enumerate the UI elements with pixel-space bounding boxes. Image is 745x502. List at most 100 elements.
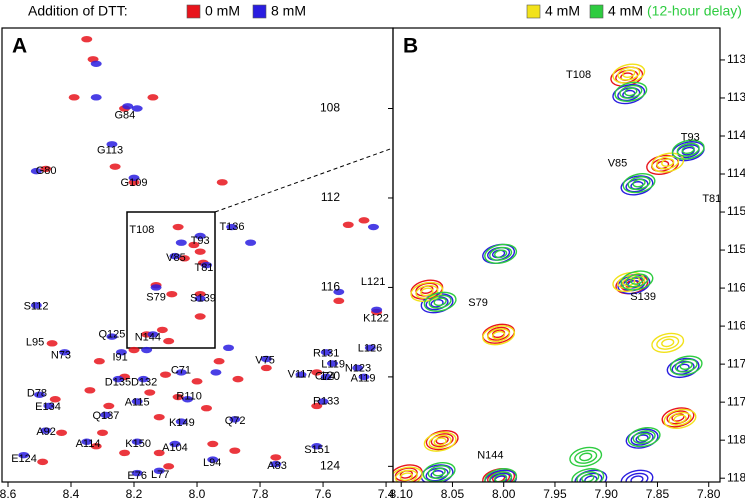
contour-line xyxy=(630,431,654,446)
peak-label: T108 xyxy=(566,69,591,81)
x-tick-label: 8.6 xyxy=(0,487,17,501)
contour-line xyxy=(669,355,703,376)
peak xyxy=(226,223,238,231)
peak-label: E134 xyxy=(35,401,61,413)
peak-label: T136 xyxy=(219,221,244,233)
legend-swatch xyxy=(186,4,201,19)
contour-line xyxy=(661,338,675,348)
peak xyxy=(156,326,168,334)
peak-label: C71 xyxy=(171,365,191,377)
peak xyxy=(207,440,219,448)
plot-area xyxy=(18,35,383,477)
peak xyxy=(137,375,149,383)
y-tick-label: 118.0 xyxy=(727,432,745,446)
peak xyxy=(153,413,165,421)
peak xyxy=(295,371,307,378)
peak xyxy=(109,163,121,170)
contour-line xyxy=(666,410,690,425)
peak xyxy=(364,344,376,352)
peak-label: N123 xyxy=(345,363,371,375)
x-tick-label: 8.00 xyxy=(492,487,516,501)
contour-line xyxy=(625,428,659,449)
peak xyxy=(131,469,143,477)
peak xyxy=(260,364,272,372)
panel-frame xyxy=(1,27,394,483)
peak-contour xyxy=(622,173,656,194)
peak xyxy=(194,248,206,255)
peak xyxy=(59,349,71,356)
contour-line xyxy=(428,294,452,309)
peak-label: N73 xyxy=(51,350,71,362)
contour-line xyxy=(656,155,680,170)
y-tick-label: 108 xyxy=(320,101,340,115)
peak-label: A83 xyxy=(267,460,287,472)
peak-label: A119 xyxy=(351,373,376,385)
y-tick-label: 124 xyxy=(320,459,340,473)
legend-title: Addition of DTT: xyxy=(28,3,128,19)
contour-line xyxy=(627,176,651,191)
contour-line xyxy=(668,411,692,426)
contour-line xyxy=(487,328,511,343)
peak-label: S79 xyxy=(146,291,166,303)
peak-label: S79 xyxy=(468,297,488,309)
peak-contour xyxy=(422,462,456,482)
peak-label: G109 xyxy=(121,177,148,189)
peak-label: L119 xyxy=(321,359,345,371)
peak-label: V85 xyxy=(608,157,628,169)
peak-label: D132 xyxy=(131,377,157,389)
peak xyxy=(270,454,282,461)
contour-line xyxy=(671,413,685,422)
peak-label: A115 xyxy=(125,397,150,409)
y-tick-label: 112 xyxy=(321,190,340,204)
y-tick-label: 116.0 xyxy=(727,280,745,294)
peak xyxy=(194,290,206,298)
peak-contour xyxy=(620,270,654,291)
peak-contour xyxy=(669,355,703,376)
contour-line xyxy=(614,81,648,102)
contour-line xyxy=(482,325,516,346)
contour-line xyxy=(622,69,636,78)
panel-frame xyxy=(392,27,721,483)
peak-label: C74 xyxy=(315,371,335,383)
peak-label: E124 xyxy=(11,453,37,465)
contour-line xyxy=(427,465,451,480)
peak xyxy=(153,467,165,475)
contour-line xyxy=(428,434,452,449)
peak xyxy=(106,141,118,148)
peak-label: R131 xyxy=(313,348,339,360)
peak-contour xyxy=(423,431,457,452)
contour-line xyxy=(574,469,608,482)
legend-swatch xyxy=(589,4,604,19)
contour-line xyxy=(674,358,698,373)
contour-line xyxy=(624,87,638,97)
peak-label: L77 xyxy=(151,469,169,481)
plot-area xyxy=(393,63,705,482)
contour-line xyxy=(661,407,695,428)
peak-label: V75 xyxy=(255,355,275,367)
peak xyxy=(43,402,55,410)
peak-label: R110 xyxy=(176,391,201,403)
contour-line xyxy=(433,437,447,447)
contour-line xyxy=(484,243,518,264)
peak-label: K150 xyxy=(125,438,151,450)
peak-label: V117 xyxy=(288,369,313,381)
contour-line xyxy=(619,84,643,99)
peak xyxy=(172,223,184,231)
contour-line xyxy=(579,472,603,482)
zoom-box xyxy=(126,211,216,349)
peak xyxy=(172,393,184,401)
peak xyxy=(128,179,140,186)
peak xyxy=(358,373,370,381)
y-tick-label: 114.0 xyxy=(727,128,745,142)
x-tick-label: 7.95 xyxy=(543,487,567,501)
contour-line xyxy=(393,464,423,482)
peak xyxy=(128,346,140,354)
peak xyxy=(320,349,332,356)
peak xyxy=(40,165,52,173)
contour-line xyxy=(422,462,456,482)
peak-contour xyxy=(620,175,654,196)
peak xyxy=(150,284,162,291)
contour-line xyxy=(425,430,459,451)
peak xyxy=(191,378,203,385)
peak-label: N144 xyxy=(135,331,161,343)
